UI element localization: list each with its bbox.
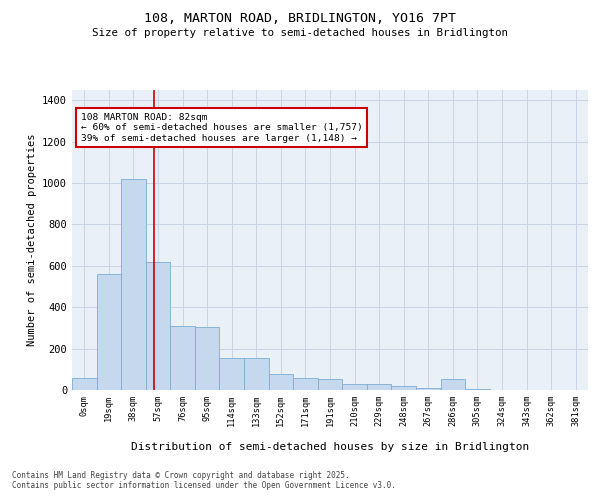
Bar (293, 378, 318, 390)
Bar (146, 262, 170, 390)
Text: Distribution of semi-detached houses by size in Bridlington: Distribution of semi-detached houses by … (131, 442, 529, 452)
Bar (367, 384, 391, 390)
Bar (220, 358, 244, 390)
Bar (342, 384, 367, 390)
Bar (269, 374, 293, 390)
Text: 108, MARTON ROAD, BRIDLINGTON, YO16 7PT: 108, MARTON ROAD, BRIDLINGTON, YO16 7PT (144, 12, 456, 26)
Bar (121, 179, 146, 390)
Bar (391, 386, 416, 390)
Bar (72, 378, 97, 390)
Text: Size of property relative to semi-detached houses in Bridlington: Size of property relative to semi-detach… (92, 28, 508, 38)
Text: 108 MARTON ROAD: 82sqm
← 60% of semi-detached houses are smaller (1,757)
39% of : 108 MARTON ROAD: 82sqm ← 60% of semi-det… (80, 113, 362, 142)
Bar (97, 274, 121, 390)
Bar (170, 326, 195, 390)
Bar (465, 389, 490, 390)
Bar (244, 358, 269, 390)
Text: Contains HM Land Registry data © Crown copyright and database right 2025.
Contai: Contains HM Land Registry data © Crown c… (12, 470, 396, 490)
Bar (195, 327, 220, 390)
Bar (318, 378, 342, 390)
Y-axis label: Number of semi-detached properties: Number of semi-detached properties (26, 134, 37, 346)
Bar (416, 388, 440, 390)
Bar (440, 378, 465, 390)
